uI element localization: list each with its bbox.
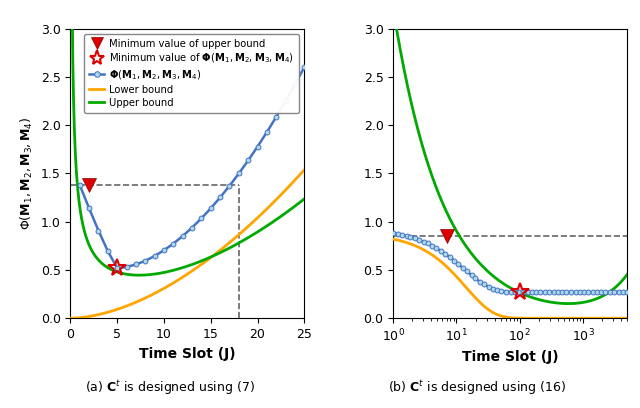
Text: (b) $\mathbf{C}^t$ is designed using (16): (b) $\mathbf{C}^t$ is designed using (16… (388, 378, 566, 397)
X-axis label: Time Slot (J): Time Slot (J) (139, 346, 236, 361)
Legend: Minimum value of upper bound, Minimum value of $\mathbf{\Phi}(\mathbf{M}_1, \mat: Minimum value of upper bound, Minimum va… (84, 33, 300, 113)
X-axis label: Time Slot (J): Time Slot (J) (462, 350, 559, 364)
Y-axis label: $\Phi(\mathbf{M}_1, \mathbf{M}_2, \mathbf{M}_3, \mathbf{M}_4)$: $\Phi(\mathbf{M}_1, \mathbf{M}_2, \mathb… (19, 117, 35, 230)
Text: (a) $\mathbf{C}^t$ is designed using (7): (a) $\mathbf{C}^t$ is designed using (7) (84, 378, 255, 397)
